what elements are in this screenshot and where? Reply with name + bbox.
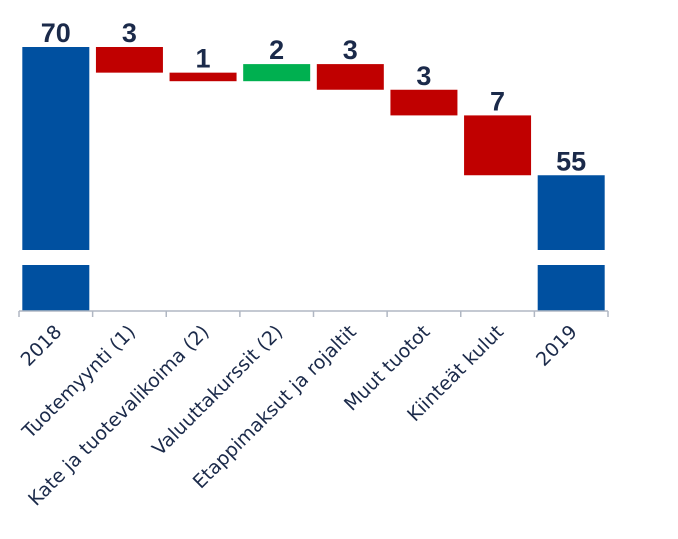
value-label-3: 2	[269, 35, 284, 65]
value-label-7: 55	[556, 146, 586, 176]
bar-2	[169, 72, 237, 82]
category-label-0: 2018	[17, 321, 67, 371]
bar-5	[390, 89, 458, 116]
bar-7-upper	[537, 175, 605, 250]
bar-0-lower	[22, 265, 90, 311]
value-label-1: 3	[122, 18, 137, 48]
bar-3	[243, 64, 311, 82]
value-label-5: 3	[416, 61, 431, 91]
bar-0-upper	[22, 47, 90, 250]
bar-6	[464, 115, 532, 176]
bar-1	[95, 47, 163, 73]
value-label-0: 70	[41, 18, 71, 48]
category-label-3: Valuuttakurssit (2)	[148, 321, 287, 460]
bar-7-lower	[537, 265, 605, 311]
category-label-7: 2019	[532, 321, 582, 371]
value-label-4: 3	[343, 35, 358, 65]
value-label-6: 7	[490, 86, 505, 116]
value-label-2: 1	[196, 44, 211, 74]
bar-4	[316, 64, 384, 90]
